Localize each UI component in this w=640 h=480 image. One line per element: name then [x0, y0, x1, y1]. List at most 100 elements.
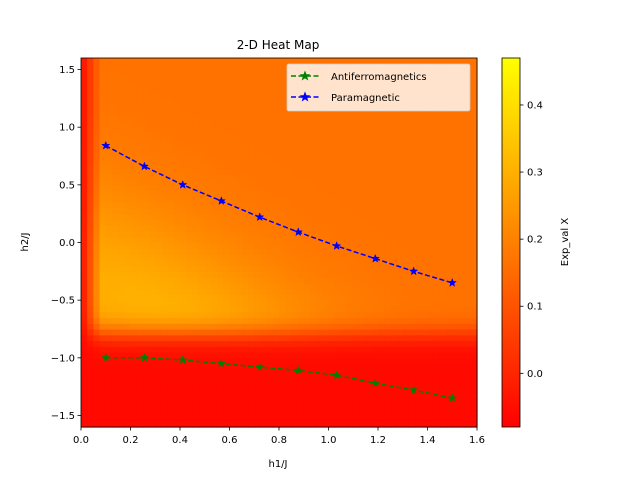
heatmap-cell	[161, 334, 169, 342]
heatmap-cell	[118, 242, 125, 249]
heatmap-cell	[309, 190, 317, 197]
heatmap-cell	[111, 386, 119, 394]
heatmap-cell	[81, 144, 88, 151]
heatmap-cell	[353, 328, 361, 336]
heatmap-cell	[167, 392, 175, 399]
heatmap-cell	[334, 248, 342, 255]
heatmap-cell	[464, 115, 472, 123]
heatmap-cell	[248, 184, 255, 192]
heatmap-cell	[316, 121, 323, 128]
heatmap-cell	[309, 363, 317, 370]
series-line-antiferromagnetics	[105, 357, 453, 399]
heatmap-cell	[285, 328, 292, 336]
heatmap-cell	[136, 282, 144, 290]
heatmap-cell	[93, 305, 101, 313]
heatmap-cell	[210, 346, 218, 353]
heatmap-cell	[439, 421, 447, 428]
heatmap-cell	[260, 380, 268, 388]
heatmap-cell	[371, 300, 379, 307]
heatmap-cell	[433, 363, 441, 370]
heatmap-cell	[452, 58, 460, 65]
heatmap-cell	[241, 259, 249, 267]
heatmap-cell	[390, 265, 398, 272]
heatmap-cell	[192, 69, 200, 76]
heatmap-cell	[365, 173, 373, 180]
heatmap-cell	[279, 392, 286, 399]
heatmap-cell	[229, 202, 237, 209]
heatmap-cell	[297, 369, 305, 376]
heatmap-cell	[347, 386, 354, 394]
heatmap-cell	[229, 363, 237, 370]
heatmap-cell	[464, 242, 472, 249]
heatmap-cell	[334, 375, 342, 382]
heatmap-cell	[248, 75, 255, 82]
heatmap-cell	[334, 127, 342, 134]
colorbar	[502, 58, 520, 427]
heatmap-cell	[229, 340, 237, 347]
heatmap-cell	[402, 369, 410, 376]
heatmap-cell	[415, 225, 422, 232]
heatmap-cell	[464, 248, 472, 255]
heatmap-cell	[99, 98, 107, 105]
heatmap-cell	[99, 328, 107, 336]
heatmap-cell	[210, 104, 218, 111]
heatmap-cell	[470, 58, 478, 65]
heatmap-cell	[192, 375, 200, 382]
heatmap-cell	[99, 311, 107, 319]
heatmap-cell	[297, 323, 305, 330]
heatmap-cell	[408, 288, 416, 295]
heatmap-cell	[328, 115, 336, 123]
heatmap-cell	[390, 207, 398, 215]
heatmap-cell	[378, 421, 385, 428]
heatmap-cell	[347, 328, 354, 336]
heatmap-cell	[291, 277, 299, 284]
heatmap-cell	[180, 352, 187, 359]
heatmap-cell	[210, 75, 218, 82]
heatmap-cell	[223, 415, 231, 422]
heatmap-cell	[384, 380, 391, 388]
heatmap-cell	[433, 248, 441, 255]
heatmap-cell	[334, 115, 342, 123]
heatmap-cell	[303, 58, 311, 65]
heatmap-cell	[118, 115, 125, 123]
heatmap-cell	[142, 156, 150, 163]
heatmap-cell	[309, 184, 317, 192]
heatmap-cell	[309, 357, 317, 365]
heatmap-cell	[316, 138, 323, 146]
heatmap-cell	[433, 109, 441, 117]
heatmap-cell	[136, 225, 144, 232]
heatmap-cell	[458, 363, 466, 370]
heatmap-cell	[235, 179, 243, 186]
heatmap-cell	[105, 196, 113, 203]
heatmap-cell	[248, 213, 255, 221]
heatmap-cell	[421, 271, 429, 278]
heatmap-cell	[266, 282, 274, 290]
heatmap-cell	[173, 207, 181, 215]
heatmap-cell	[173, 86, 181, 94]
heatmap-cell	[180, 104, 187, 111]
heatmap-cell	[266, 92, 274, 99]
heatmap-cell	[378, 144, 385, 151]
heatmap-cell	[433, 421, 441, 428]
heatmap-cell	[322, 305, 330, 313]
heatmap-cell	[402, 271, 410, 278]
heatmap-cell	[204, 167, 212, 174]
heatmap-cell	[359, 121, 367, 128]
heatmap-cell	[223, 259, 231, 267]
heatmap-cell	[142, 63, 150, 71]
heatmap-cell	[111, 392, 119, 399]
heatmap-cell	[118, 352, 125, 359]
heatmap-cell	[408, 254, 416, 261]
heatmap-cell	[111, 225, 119, 232]
heatmap-cell	[439, 150, 447, 157]
heatmap-cell	[359, 144, 367, 151]
heatmap-cell	[229, 294, 237, 301]
heatmap-cell	[198, 340, 206, 347]
heatmap-cell	[248, 132, 255, 140]
heatmap-cell	[396, 127, 404, 134]
heatmap-cell	[452, 132, 460, 140]
heatmap-cell	[204, 305, 212, 313]
heatmap-cell	[347, 363, 354, 370]
heatmap-cell	[111, 305, 119, 313]
heatmap-cell	[124, 150, 132, 157]
